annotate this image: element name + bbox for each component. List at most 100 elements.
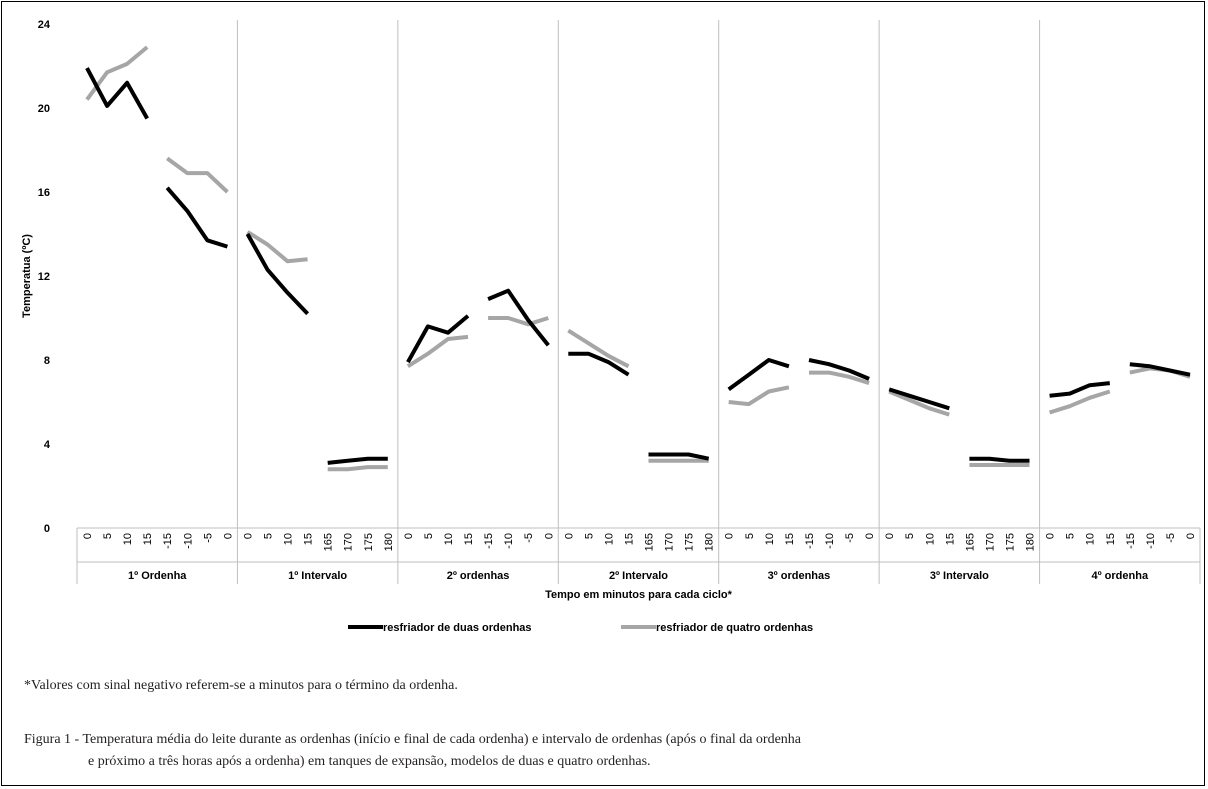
x-tick-label: 0	[1185, 533, 1197, 539]
x-tick-label: 0	[242, 533, 254, 539]
x-tick-label: -10	[824, 533, 836, 549]
x-tick-label: 5	[744, 533, 756, 539]
x-tick-label: 5	[423, 533, 435, 539]
x-tick-label: -15	[1125, 533, 1137, 549]
group-label: 3º ordenhas	[768, 570, 831, 582]
x-tick-label: 15	[784, 533, 796, 545]
x-tick-label: 10	[1085, 533, 1097, 545]
series-line-quatro-ordenhas	[406, 334, 469, 368]
y-axis-label: Temperatua (ºC)	[21, 234, 33, 318]
series-line-duas-ordenhas	[406, 314, 470, 364]
y-tick-label: 16	[38, 187, 50, 199]
x-tick-label: 10	[764, 533, 776, 545]
x-tick-label: 175	[1004, 533, 1016, 551]
series-line-duas-ordenhas	[327, 456, 388, 465]
series-line-duas-ordenhas	[727, 358, 790, 392]
x-tick-label: 15	[623, 533, 635, 545]
y-tick-label: 24	[38, 19, 51, 31]
x-tick-label: 5	[904, 533, 916, 539]
x-tick-label: 175	[363, 533, 375, 551]
legend-entry: resfriador de duas ordenhas	[383, 622, 532, 634]
series-line-duas-ordenhas	[808, 358, 870, 381]
y-tick-label: 8	[44, 355, 50, 367]
x-tick-label: 5	[263, 533, 275, 539]
series-line-duas-ordenhas	[969, 456, 1030, 463]
x-tick-label: 180	[704, 533, 716, 551]
x-tick-label: 10	[443, 533, 455, 545]
x-tick-label: 10	[924, 533, 936, 545]
series-line-quatro-ordenhas	[888, 389, 950, 417]
x-tick-label: 180	[1025, 533, 1037, 551]
x-tick-label: 170	[664, 533, 676, 551]
x-tick-label: 0	[543, 533, 555, 539]
x-tick-label: -5	[202, 533, 214, 543]
series-line-duas-ordenhas	[888, 387, 950, 411]
x-tick-label: 180	[383, 533, 395, 551]
series-line-quatro-ordenhas	[488, 316, 549, 327]
series-line-duas-ordenhas	[165, 186, 228, 249]
x-tick-label: 0	[864, 533, 876, 539]
group-label: 1º Ordenha	[128, 570, 187, 582]
x-tick-label: 0	[1045, 533, 1057, 539]
x-tick-label: -10	[503, 533, 515, 549]
y-tick-label: 0	[44, 523, 50, 535]
x-tick-label: 15	[142, 533, 154, 545]
series-line-quatro-ordenhas	[728, 385, 790, 407]
x-tick-label: 0	[222, 533, 234, 539]
series-line-duas-ordenhas	[1129, 362, 1191, 377]
group-label: 1º Intervalo	[288, 570, 347, 582]
group-label: 3º Intervalo	[930, 570, 989, 582]
series-line-quatro-ordenhas	[1049, 389, 1111, 415]
series-line-duas-ordenhas	[245, 233, 310, 316]
x-tick-label: 10	[603, 533, 615, 545]
legend-entry: resfriador de quatro ordenhas	[656, 622, 813, 634]
series-line-quatro-ordenhas	[567, 328, 630, 369]
x-tick-label: -5	[523, 533, 535, 543]
x-tick-label: -5	[844, 533, 856, 543]
x-tick-label: 5	[583, 533, 595, 539]
x-tick-label: 0	[884, 533, 896, 539]
series-line-duas-ordenhas	[648, 452, 710, 461]
series-line-quatro-ordenhas	[166, 156, 229, 194]
series-line-duas-ordenhas	[487, 288, 550, 347]
series-line-duas-ordenhas	[85, 67, 149, 120]
footnote: *Valores com sinal negativo referem-se a…	[24, 678, 458, 693]
x-tick-label: 0	[563, 533, 575, 539]
x-tick-label: 170	[343, 533, 355, 551]
figure-caption-line-2: e próximo a três horas após a ordenha) e…	[88, 754, 651, 769]
series-line-quatro-ordenhas	[809, 370, 870, 386]
x-tick-label: -15	[804, 533, 816, 549]
y-tick-label: 20	[38, 103, 50, 115]
group-label: 2º ordenhas	[447, 570, 510, 582]
x-tick-label: 170	[984, 533, 996, 551]
x-tick-label: 165	[964, 533, 976, 551]
x-axis-label: Tempo em minutos para cada ciclo*	[545, 589, 733, 601]
group-label: 4º ordenha	[1091, 570, 1148, 582]
y-tick-label: 12	[38, 271, 50, 283]
series-line-duas-ordenhas	[568, 351, 630, 377]
series-line-quatro-ordenhas	[327, 465, 388, 472]
x-tick-label: 5	[1065, 533, 1077, 539]
x-tick-label: -10	[1145, 533, 1157, 549]
x-tick-label: 15	[944, 533, 956, 545]
series-line-quatro-ordenhas	[246, 230, 308, 264]
x-tick-label: -5	[1165, 533, 1177, 543]
x-tick-label: -10	[182, 533, 194, 549]
x-tick-label: 5	[102, 533, 114, 539]
figure-caption-line-1: Figura 1 - Temperatura média do leite du…	[24, 732, 802, 747]
x-tick-label: 175	[684, 533, 696, 551]
x-tick-label: 15	[463, 533, 475, 545]
x-tick-label: 165	[323, 533, 335, 551]
line-chart: 0 4 8 12 16 20 24 Temperatua (ºC) 0 5 10 15 -15 -10 -5…	[21, 19, 1201, 634]
x-tick-label: 15	[303, 533, 315, 545]
x-tick-label: -15	[162, 533, 174, 549]
x-tick-label: 10	[283, 533, 295, 545]
x-tick-label: -15	[483, 533, 495, 549]
group-label: 2º Intervalo	[609, 570, 668, 582]
y-tick-label: 4	[44, 439, 51, 451]
x-tick-label: 10	[122, 533, 134, 545]
x-tick-label: 0	[403, 533, 415, 539]
series-line-duas-ordenhas	[1049, 381, 1111, 398]
x-tick-label: 0	[724, 533, 736, 539]
